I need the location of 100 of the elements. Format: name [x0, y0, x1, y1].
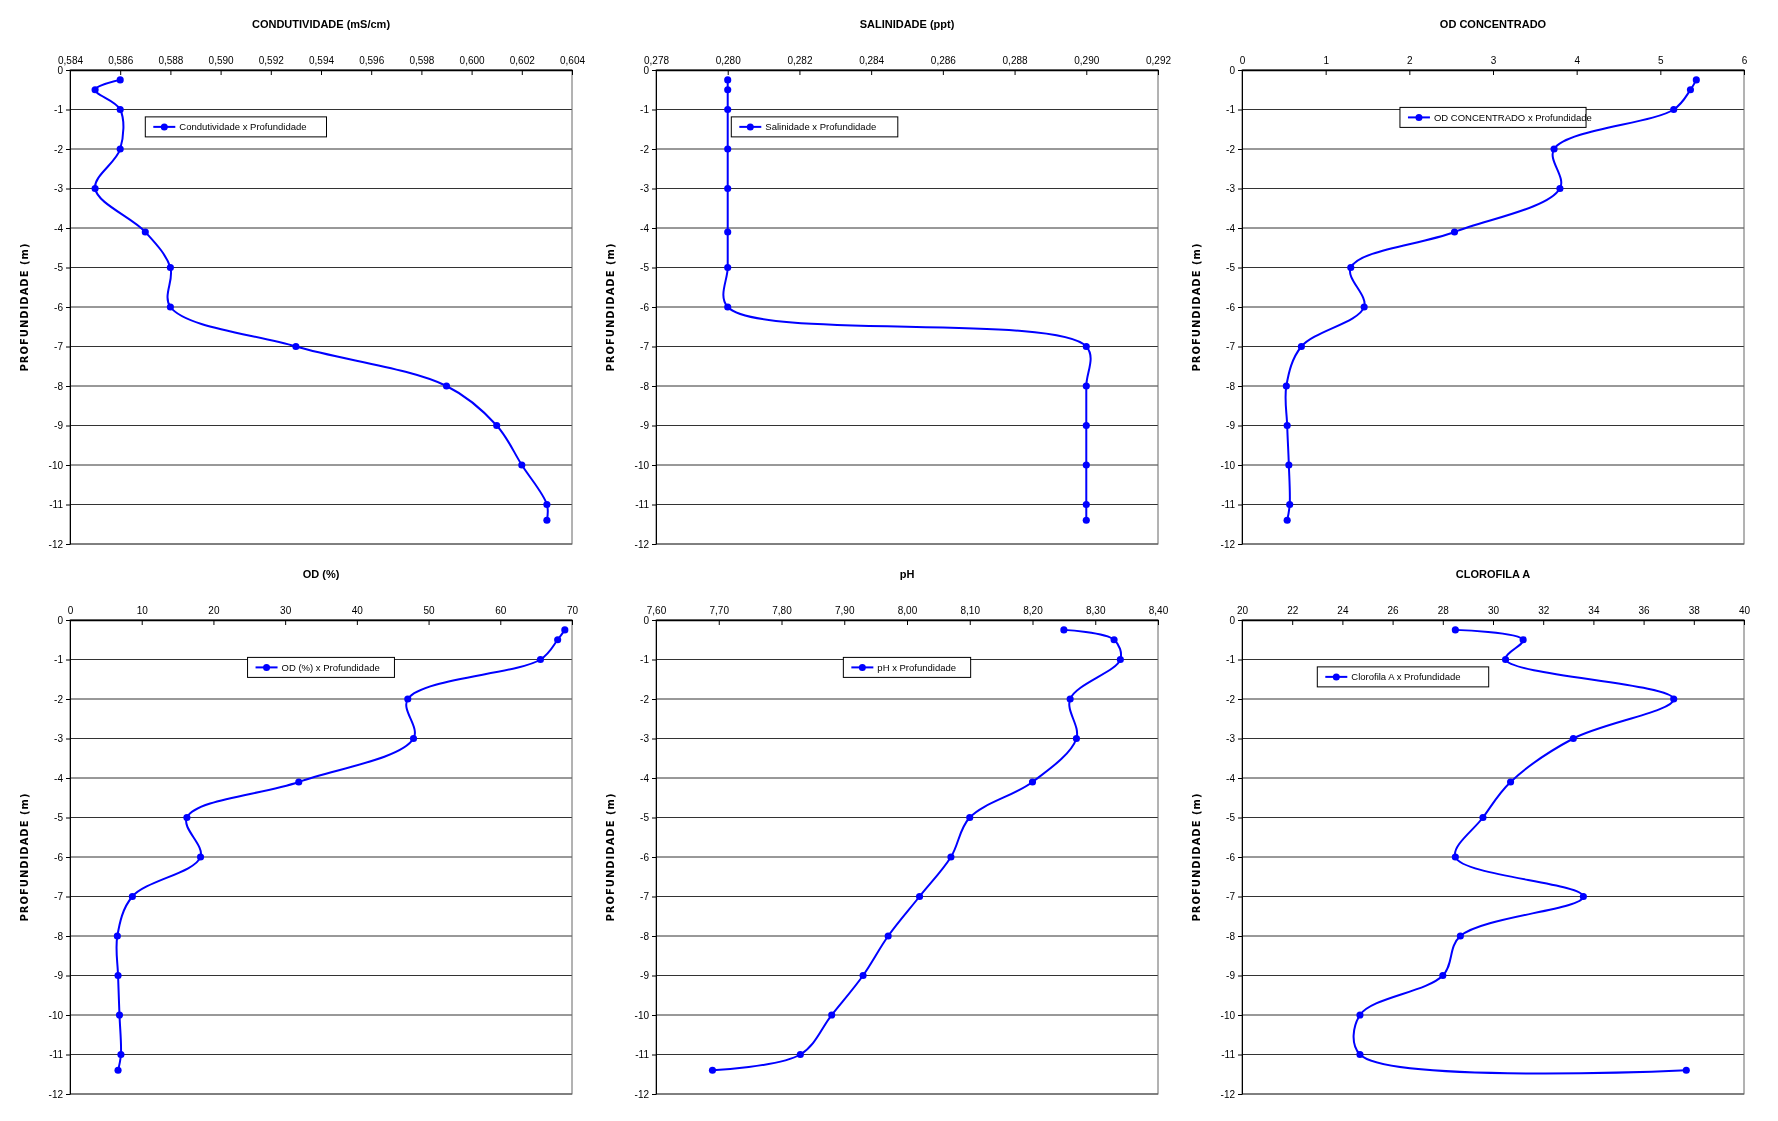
y-axis-title: PROFUNDIDADE (m): [19, 242, 30, 372]
point: [1569, 734, 1577, 743]
y-tick-label: -5: [640, 262, 650, 274]
point: [724, 76, 732, 84]
x-tick-label: 7,90: [835, 605, 855, 616]
y-axis-title: PROFUNDIDADE (m): [605, 792, 616, 922]
point: [1116, 655, 1124, 664]
point: [1283, 516, 1291, 524]
x-tick-label: 34: [1588, 605, 1600, 616]
point: [1356, 1011, 1364, 1019]
point: [724, 145, 732, 153]
point: [1082, 382, 1090, 390]
point: [724, 228, 732, 236]
y-tick-label: -8: [640, 380, 650, 392]
x-tick-label: 0,596: [359, 55, 385, 66]
x-tick-label: 22: [1287, 605, 1299, 616]
y-tick-label: -4: [1226, 222, 1236, 234]
x-tick-label: 28: [1437, 605, 1450, 616]
y-tick-label: -12: [48, 538, 64, 550]
y-tick-label: -8: [54, 380, 64, 392]
x-tick-label: 0,280: [715, 55, 742, 66]
y-tick-label: -6: [640, 301, 650, 313]
point: [1550, 145, 1558, 153]
y-tick-label: -2: [640, 693, 650, 705]
y-tick-label: -5: [1226, 262, 1236, 274]
y-tick-label: -4: [640, 772, 650, 784]
y-tick-label: -11: [49, 499, 64, 511]
point: [1692, 76, 1700, 84]
point: [116, 105, 124, 114]
x-tick-label: 0,286: [930, 55, 957, 66]
point: [724, 263, 732, 272]
point: [1072, 734, 1080, 743]
y-tick-label: 0: [57, 614, 64, 626]
point: [442, 382, 451, 390]
point: [292, 342, 300, 351]
legend-label: OD CONCENTRADO x Profundidade: [1433, 111, 1592, 123]
x-tick-label: 6: [1741, 55, 1748, 66]
y-tick-label: -10: [48, 1009, 64, 1021]
point: [1283, 421, 1291, 430]
x-tick-label: 0,600: [459, 55, 486, 66]
y-tick-label: -3: [54, 183, 64, 195]
point: [1579, 892, 1587, 901]
point: [1451, 626, 1459, 634]
x-tick-label: 4: [1574, 55, 1581, 66]
point: [554, 636, 562, 644]
y-tick-label: 0: [643, 614, 650, 626]
y-tick-label: -10: [634, 459, 650, 471]
x-tick-label: 7,60: [646, 605, 667, 616]
point: [404, 695, 412, 703]
y-tick-label: -7: [640, 341, 650, 353]
y-tick-label: -2: [1226, 143, 1236, 155]
x-tick-label: 20: [208, 605, 220, 616]
y-tick-label: -8: [1226, 930, 1236, 942]
y-tick-label: -10: [48, 459, 64, 471]
point: [561, 626, 569, 634]
y-tick-label: -2: [54, 143, 64, 155]
y-tick-label: -7: [54, 891, 64, 903]
x-tick-label: 60: [495, 605, 507, 616]
legend-label: Condutividade x Profundidade: [179, 121, 307, 133]
point: [1670, 695, 1678, 703]
x-tick-label: 7,70: [709, 605, 730, 616]
chart-title: OD (%): [302, 568, 340, 580]
y-tick-label: -1: [54, 654, 64, 666]
point: [91, 86, 99, 94]
point: [1082, 421, 1090, 430]
x-tick-label: 40: [1738, 605, 1751, 616]
x-tick-label: 30: [280, 605, 292, 616]
y-tick-label: 0: [1229, 64, 1236, 76]
point: [966, 813, 974, 822]
point: [724, 86, 732, 94]
chart-title: CONDUTIVIDADE (mS/cm): [251, 18, 391, 30]
x-tick-label: 5: [1658, 55, 1665, 66]
x-tick-label: 40: [351, 605, 364, 616]
y-tick-label: -6: [1226, 851, 1236, 863]
point: [116, 145, 124, 153]
y-tick-label: -6: [640, 851, 650, 863]
y-tick-label: -9: [54, 420, 64, 432]
point: [493, 421, 501, 430]
point: [409, 734, 418, 743]
x-tick-label: 1: [1323, 55, 1330, 66]
point: [1285, 461, 1293, 469]
chart-title: CLOROFILA A: [1455, 568, 1531, 580]
y-tick-label: 0: [643, 64, 650, 76]
y-tick-label: -1: [640, 104, 650, 116]
point: [116, 76, 124, 84]
y-tick-label: -6: [1226, 301, 1236, 313]
x-tick-label: 0,290: [1074, 55, 1100, 66]
point: [114, 1066, 122, 1074]
point: [796, 1050, 804, 1059]
y-tick-label: -11: [1221, 499, 1236, 511]
x-tick-label: 0,284: [859, 55, 885, 66]
point: [91, 184, 99, 193]
x-tick-label: 8,10: [960, 605, 981, 616]
point: [166, 263, 174, 272]
y-tick-label: 0: [1229, 614, 1236, 626]
y-tick-label: -8: [640, 930, 650, 942]
x-tick-label: 0,588: [158, 55, 184, 66]
y-tick-label: -3: [640, 183, 650, 195]
x-tick-label: 3: [1490, 55, 1497, 66]
point: [1556, 184, 1564, 193]
